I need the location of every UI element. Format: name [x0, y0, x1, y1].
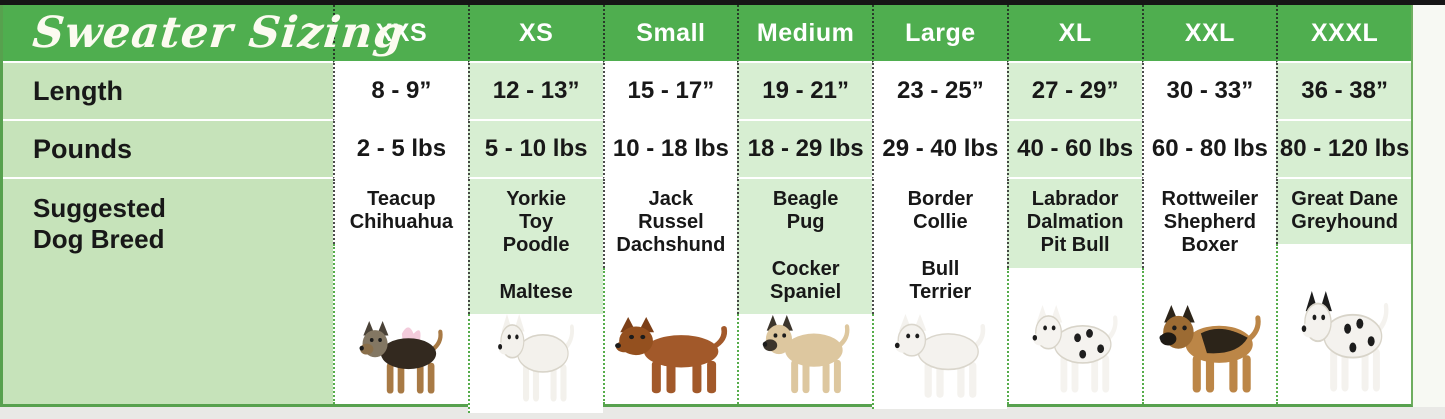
- sizing-table: Sweater Sizing XXS XS Small Medium Large…: [0, 5, 1413, 413]
- dog-photo-dalmatian: [1006, 267, 1142, 404]
- breed-value-large: Border Collie Bull Terrier: [872, 179, 1007, 314]
- breed-cell-xs: Yorkie Toy Poodle Maltese: [467, 179, 603, 413]
- size-header-small: Small: [602, 5, 738, 63]
- dog-photo-bull-terrier: [872, 313, 1007, 409]
- breed-value-xl: Labrador Dalmation Pit Bull: [1006, 179, 1142, 268]
- title-cell: Sweater Sizing: [3, 5, 407, 63]
- pounds-value-medium: 18 - 29 lbs: [737, 121, 872, 179]
- length-value-xxl: 30 - 33”: [1141, 63, 1277, 121]
- breed-value-xs: Yorkie Toy Poodle Maltese: [467, 179, 603, 314]
- size-header-xxs: XXS: [333, 5, 468, 63]
- pounds-value-xxl: 60 - 80 lbs: [1141, 121, 1277, 179]
- breed-cell-xxs: Teacup Chihuahua: [333, 179, 468, 404]
- size-header-xxl: XXL: [1141, 5, 1277, 63]
- pounds-value-xxs: 2 - 5 lbs: [333, 121, 468, 179]
- breed-value-small: Jack Russel Dachshund: [602, 179, 738, 268]
- breed-cell-xl: Labrador Dalmation Pit Bull: [1006, 179, 1142, 404]
- chart-title: Sweater Sizing: [30, 8, 408, 58]
- dog-photo-pug: [737, 313, 872, 404]
- dog-photo-german-shepherd: [1141, 267, 1277, 404]
- top-border-bar: [0, 0, 1445, 5]
- pounds-value-xxxl: 80 - 120 lbs: [1276, 121, 1411, 179]
- size-header-large: Large: [872, 5, 1007, 63]
- pounds-value-large: 29 - 40 lbs: [872, 121, 1007, 179]
- bottom-gutter: [0, 407, 1445, 419]
- size-header-xxxl: XXXL: [1276, 5, 1411, 63]
- breed-cell-medium: Beagle Pug Cocker Spaniel: [737, 179, 872, 404]
- breed-cell-small: Jack Russel Dachshund: [602, 179, 738, 404]
- breed-value-xxxl: Great Dane Greyhound: [1276, 179, 1411, 245]
- length-value-medium: 19 - 21”: [737, 63, 872, 121]
- size-header-xs: XS: [467, 5, 603, 63]
- right-gutter: [1413, 5, 1445, 407]
- breed-cell-xxxl: Great Dane Greyhound: [1276, 179, 1411, 404]
- length-value-small: 15 - 17”: [602, 63, 738, 121]
- breed-cell-xxl: Rottweiler Shepherd Boxer: [1141, 179, 1277, 404]
- pounds-row-label: Pounds: [3, 121, 333, 179]
- pounds-value-xl: 40 - 60 lbs: [1006, 121, 1142, 179]
- dog-photo-teacup-chihuahua: [333, 244, 468, 404]
- length-value-large: 23 - 25”: [872, 63, 1007, 121]
- length-value-xxxl: 36 - 38”: [1276, 63, 1411, 121]
- pounds-value-small: 10 - 18 lbs: [602, 121, 738, 179]
- length-row-label: Length: [3, 63, 333, 121]
- breed-cell-large: Border Collie Bull Terrier: [872, 179, 1007, 409]
- breed-value-medium: Beagle Pug Cocker Spaniel: [737, 179, 872, 314]
- pounds-value-xs: 5 - 10 lbs: [467, 121, 603, 179]
- dog-photo-dachshund: [602, 267, 738, 404]
- size-header-xl: XL: [1006, 5, 1142, 63]
- length-value-xs: 12 - 13”: [467, 63, 603, 121]
- length-value-xxs: 8 - 9”: [333, 63, 468, 121]
- breed-value-xxs: Teacup Chihuahua: [333, 179, 468, 245]
- breed-row-label: Suggested Dog Breed: [3, 179, 333, 404]
- breed-value-xxl: Rottweiler Shepherd Boxer: [1141, 179, 1277, 268]
- size-header-medium: Medium: [737, 5, 872, 63]
- dog-photo-great-dane: [1276, 244, 1411, 404]
- dog-photo-poodle: [467, 313, 603, 413]
- length-value-xl: 27 - 29”: [1006, 63, 1142, 121]
